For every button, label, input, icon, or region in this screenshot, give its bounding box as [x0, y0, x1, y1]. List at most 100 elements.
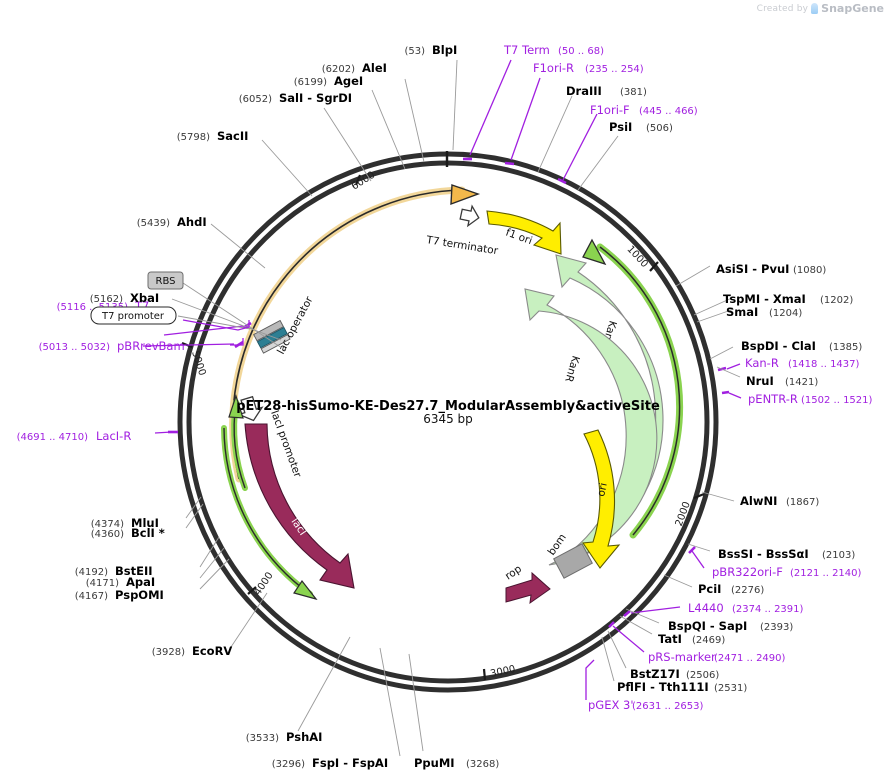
feature-rop: rop	[503, 563, 551, 605]
label-bclI[interactable]: (4360) BclI *	[91, 526, 165, 540]
label-pentrR-enz: pENTR-R	[748, 392, 798, 406]
label-pgex3-pos: (2631 .. 2653)	[632, 701, 704, 712]
feature-ori: ori	[582, 429, 621, 569]
label-smaI-enz: SmaI	[726, 305, 758, 319]
label-t7term[interactable]: T7 Term (50 .. 68)	[503, 43, 604, 57]
label-ahdI-pos: (5439)	[137, 218, 170, 229]
label-sacII[interactable]: (5798) SacII	[177, 129, 249, 143]
label-alwNI-enz: AlwNI	[740, 494, 777, 508]
label-kanR-primer[interactable]: Kan-R (1418 .. 1437)	[745, 356, 860, 370]
label-bspDI[interactable]: BspDI - ClaI (1385)	[741, 339, 862, 353]
label-pflFI[interactable]: PflFI - Tth111I (2531)	[617, 680, 747, 694]
label-aleI-enz: AleI	[362, 61, 387, 75]
label-xbaI-pos: (5162)	[90, 294, 123, 305]
label-pbr322oriF-enz: pBR322ori-F	[712, 565, 783, 579]
label-lacI-r-pos: (4691 .. 4710)	[17, 432, 89, 443]
label-pciI[interactable]: PciI (2276)	[698, 582, 764, 596]
label-bssSI[interactable]: BssSI - BssSαI (2103)	[718, 547, 855, 561]
label-ecoRV[interactable]: (3928) EcoRV	[152, 644, 233, 658]
label-bstZ17I[interactable]: BstZ17I (2506)	[630, 667, 719, 681]
label-ageI-pos: (6199)	[294, 77, 327, 88]
label-asiSI-pos: (1080)	[793, 265, 826, 276]
label-sacII-enz: SacII	[217, 129, 248, 143]
label-l4440[interactable]: L4440 (2374 .. 2391)	[688, 601, 804, 615]
label-pbrrevbam-enz: pBRrevBam	[117, 339, 185, 353]
label-draIII[interactable]: DraIII (381)	[566, 84, 647, 98]
label-pentrR-pos: (1502 .. 1521)	[801, 395, 873, 406]
label-mluI-pos: (4374)	[91, 519, 124, 530]
label-prs-marker[interactable]: pRS-marker (2471 .. 2490)	[648, 650, 786, 664]
label-ageI[interactable]: (6199) AgeI	[294, 74, 363, 88]
label-bspQI-enz: BspQI - SapI	[668, 619, 747, 633]
label-f1oriR[interactable]: F1ori-R (235 .. 254)	[533, 61, 644, 75]
label-psiI-enz: PsiI	[609, 120, 632, 134]
label-psiI[interactable]: PsiI (506)	[609, 120, 673, 134]
label-blpI[interactable]: (53) BlpI	[404, 43, 457, 57]
label-fspI-enz: FspI - FspAI	[312, 756, 388, 770]
leader-lines	[142, 59, 742, 757]
label-t7-promoter-box[interactable]: T7 promoter	[90, 306, 177, 325]
label-pbrrevbam[interactable]: (5013 .. 5032) pBRrevBam	[39, 339, 185, 353]
label-bclI-pos: (4360)	[91, 529, 124, 540]
label-draIII-enz: DraIII	[566, 84, 602, 98]
feature-label-t7-terminator: T7 terminator	[425, 234, 500, 257]
label-f1oriF-pos: (445 .. 466)	[639, 106, 698, 117]
primer-arrow-laci-r	[228, 394, 248, 491]
label-mluI[interactable]: (4374) MluI	[91, 516, 159, 530]
label-mluI-enz: MluI	[131, 516, 159, 530]
label-aleI[interactable]: (6202) AleI	[322, 61, 387, 75]
label-tspMI-pos: (1202)	[820, 295, 853, 306]
label-salI-pos: (6052)	[239, 94, 272, 105]
labels-top: (5798) SacII (6052) SalI - SgrDI (6199) …	[177, 43, 698, 143]
label-alwNI[interactable]: AlwNI (1867)	[740, 494, 819, 508]
feature-label-kanr-inner: KanR	[562, 354, 581, 383]
label-pspOMI[interactable]: (4167) PspOMI	[75, 588, 164, 602]
label-lacI-r[interactable]: (4691 .. 4710) LacI-R	[17, 429, 132, 443]
label-tatI-enz: TatI	[658, 632, 682, 646]
label-t7-promoter-box-text: T7 promoter	[101, 311, 165, 322]
label-pbr322oriF[interactable]: pBR322ori-F (2121 .. 2140)	[712, 565, 862, 579]
labels-left: (3928) EcoRV (4167) PspOMI (4171) ApaI (…	[17, 215, 250, 658]
label-rbs-box[interactable]: RBS	[147, 271, 184, 290]
plasmid-title-group: pET28-hisSumo-KE-Des27.7_ModularAssembly…	[236, 399, 660, 426]
label-pentrR[interactable]: pENTR-R (1502 .. 1521)	[748, 392, 873, 406]
leader-t7-hook	[182, 319, 250, 331]
label-xbaI[interactable]: (5162) XbaI	[90, 291, 159, 305]
label-f1oriF[interactable]: F1ori-F (445 .. 466)	[590, 103, 698, 117]
label-salI[interactable]: (6052) SalI - SgrDI	[239, 91, 352, 105]
label-prs-marker-enz: pRS-marker	[648, 650, 716, 664]
label-smaI[interactable]: SmaI (1204)	[726, 305, 802, 319]
label-blpI-enz: BlpI	[432, 43, 457, 57]
label-pshAI[interactable]: (3533) PshAI	[246, 730, 323, 744]
label-pbrrevbam-pos: (5013 .. 5032)	[39, 342, 111, 353]
label-smaI-pos: (1204)	[769, 308, 802, 319]
label-ahdI[interactable]: (5439) AhdI	[137, 215, 207, 229]
label-sacII-pos: (5798)	[177, 132, 210, 143]
label-bspQI-pos: (2393)	[760, 622, 793, 633]
snapgene-watermark: Created by SnapGene	[757, 2, 884, 15]
label-nruI[interactable]: NruI (1421)	[746, 374, 818, 388]
label-bstEII[interactable]: (4192) BstEII	[75, 564, 153, 578]
label-bspQI[interactable]: BspQI - SapI (2393)	[668, 619, 793, 633]
label-bspDI-enz: BspDI - ClaI	[741, 339, 816, 353]
label-l4440-enz: L4440	[688, 601, 724, 615]
leader-pbrrevbam-hook	[230, 338, 244, 346]
label-ahdI-enz: AhdI	[177, 215, 207, 229]
label-prs-marker-pos: (2471 .. 2490)	[714, 653, 786, 664]
label-apaI[interactable]: (4171) ApaI	[86, 575, 155, 589]
label-ppuMI[interactable]: PpuMI (3268)	[414, 756, 499, 770]
label-pgex3[interactable]: pGEX 3' (2631 .. 2653)	[588, 698, 704, 712]
labels-right: AsiSI - PvuI (1080) TspMI - XmaI (1202) …	[585, 262, 873, 712]
label-ecoRV-pos: (3928)	[152, 647, 185, 658]
label-tatI[interactable]: TatI (2469)	[658, 632, 725, 646]
label-asiSI[interactable]: AsiSI - PvuI (1080)	[716, 262, 826, 276]
watermark-prefix: Created by	[756, 3, 809, 14]
leader-pgex3	[585, 659, 595, 700]
label-tspMI[interactable]: TspMI - XmaI (1202)	[723, 292, 853, 306]
label-pciI-pos: (2276)	[731, 585, 764, 596]
watermark-brand: SnapGene	[821, 2, 884, 15]
label-fspI[interactable]: (3296) FspI - FspAI	[272, 756, 388, 770]
label-salI-enz: SalI - SgrDI	[279, 91, 352, 105]
